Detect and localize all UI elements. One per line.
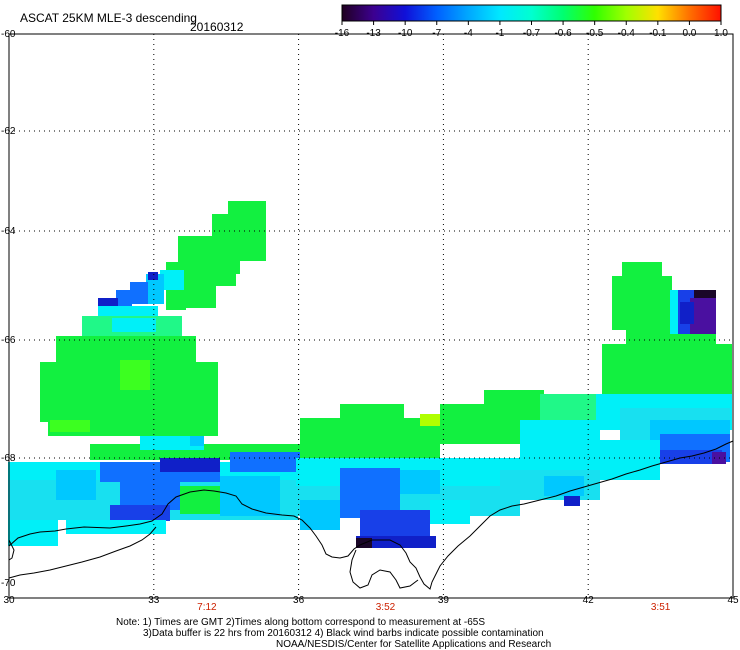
plot-frame xyxy=(8,33,734,599)
wind-cell xyxy=(148,272,158,280)
wind-cell xyxy=(612,276,672,330)
wind-cell xyxy=(220,476,280,516)
wind-cell xyxy=(544,476,584,496)
wind-cell xyxy=(690,298,716,334)
wind-cell xyxy=(146,274,164,304)
wind-cell xyxy=(484,390,544,420)
wind-cell xyxy=(98,298,118,308)
wind-cell xyxy=(420,414,444,426)
wind-data-cells xyxy=(8,201,732,548)
wind-cell xyxy=(300,500,340,530)
antarctic-coastline-inlet xyxy=(349,549,419,589)
wind-cell xyxy=(602,344,732,394)
wind-cell xyxy=(430,500,470,524)
latitude-label: -68 xyxy=(1,453,16,464)
longitude-labels: 30 33 36 39 42 45 xyxy=(3,595,739,606)
wind-cell xyxy=(340,468,400,518)
note-line-3: NOAA/NESDIS/Center for Satellite Applica… xyxy=(276,639,551,650)
longitude-label: 36 xyxy=(293,595,305,606)
wind-cell xyxy=(564,496,580,506)
wind-cell xyxy=(140,436,204,450)
antarctic-coastline-west xyxy=(8,526,157,579)
map-plot-area xyxy=(8,33,734,599)
wind-cell xyxy=(110,505,170,521)
pass-time-label: 3:51 xyxy=(651,602,671,613)
wind-cell xyxy=(340,404,404,424)
wind-cell xyxy=(190,436,204,446)
wind-cell xyxy=(186,280,216,308)
wind-cell xyxy=(120,360,150,390)
wind-cell xyxy=(112,318,156,332)
latitude-label: -62 xyxy=(1,126,16,137)
antarctic-coastline-island xyxy=(8,539,15,561)
latitude-label: -66 xyxy=(1,335,16,346)
wind-cell xyxy=(160,270,184,290)
latitude-labels: -60 -62 -64 -66 -68 -70 xyxy=(1,29,16,589)
wind-cell xyxy=(600,440,660,480)
wind-cell xyxy=(50,420,90,432)
pass-time-label: 3:52 xyxy=(376,602,396,613)
wind-cell xyxy=(130,282,148,304)
wind-cell xyxy=(356,536,436,548)
wind-cell xyxy=(178,236,236,286)
wind-cell xyxy=(56,470,96,500)
note-line-1: Note: 1) Times are GMT 2)Times along bot… xyxy=(116,617,485,628)
time-labels: 7:12 3:52 3:51 xyxy=(197,602,671,613)
longitude-label: 30 xyxy=(3,595,15,606)
longitude-label: 45 xyxy=(727,595,739,606)
longitude-label: 42 xyxy=(583,595,595,606)
latitude-label: -60 xyxy=(1,29,16,40)
wind-cell xyxy=(300,418,440,462)
coastline xyxy=(8,440,734,590)
product-title: ASCAT 25KM MLE-3 descending xyxy=(20,11,197,25)
note-line-2: 3)Data buffer is 22 hrs from 20160312 4)… xyxy=(143,628,544,639)
pass-time-label: 7:12 xyxy=(197,602,217,613)
wind-cell xyxy=(680,302,694,324)
wind-cell xyxy=(116,290,132,306)
wind-cell xyxy=(400,470,440,494)
lat-lon-grid xyxy=(9,34,733,598)
wind-cell xyxy=(48,420,218,436)
wind-cell xyxy=(230,452,300,472)
product-date: 20160312 xyxy=(190,20,244,34)
wind-cell xyxy=(360,510,430,540)
longitude-label: 33 xyxy=(148,595,160,606)
wind-cell xyxy=(694,290,716,298)
wind-cell xyxy=(160,458,220,472)
latitude-label: -64 xyxy=(1,226,16,237)
latitude-label: -70 xyxy=(1,578,16,589)
antarctic-coastline xyxy=(8,440,734,590)
colorbar-gradient xyxy=(342,5,721,21)
longitude-label: 39 xyxy=(438,595,450,606)
